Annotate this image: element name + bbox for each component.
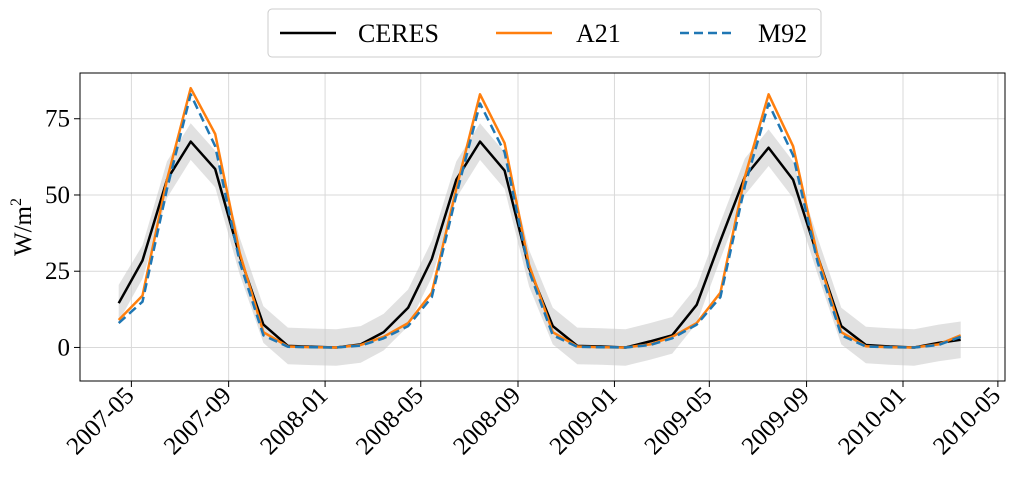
y-axis-label: W/m2: [8, 198, 37, 256]
series-line-a21: [117, 86, 962, 349]
series-line-m92: [117, 93, 962, 349]
x-tick-label: 2008-05: [351, 382, 429, 460]
uncertainty-band: [118, 123, 961, 366]
legend-label-a21: A21: [576, 19, 621, 48]
y-axis-label-unit: W/m: [10, 205, 37, 256]
legend-label-ceres: CERES: [358, 19, 439, 48]
x-tick-label: 2009-01: [545, 382, 623, 460]
x-tick-label: 2009-05: [640, 382, 718, 460]
x-tick-label: 2008-09: [448, 382, 526, 460]
x-tick-label: 2008-01: [255, 382, 333, 460]
y-axis-ticks: 0 25 50 75: [45, 106, 80, 361]
ceres-uncertainty-band: [118, 123, 961, 366]
x-tick-label: 2007-09: [159, 382, 237, 460]
y-tick-label: 75: [45, 106, 70, 133]
y-tick-label: 50: [45, 182, 70, 209]
x-tick-label: 2010-01: [833, 382, 911, 460]
y-tick-label: 0: [58, 334, 71, 361]
x-tick-label: 2010-05: [928, 382, 1006, 460]
x-tick-label: 2009-09: [737, 382, 815, 460]
x-tick-label: 2007-05: [62, 382, 140, 460]
plot-frame: [79, 72, 1006, 382]
y-axis-label-exponent: 2: [8, 198, 25, 206]
legend: CERES A21 M92: [267, 8, 822, 58]
y-tick-label: 25: [45, 258, 70, 285]
x-axis-ticks: 2007-05 2007-09 2008-01 2008-05 2008-09 2009-…: [62, 381, 1006, 460]
series-lines: [117, 86, 962, 349]
legend-label-m92: M92: [758, 19, 807, 48]
